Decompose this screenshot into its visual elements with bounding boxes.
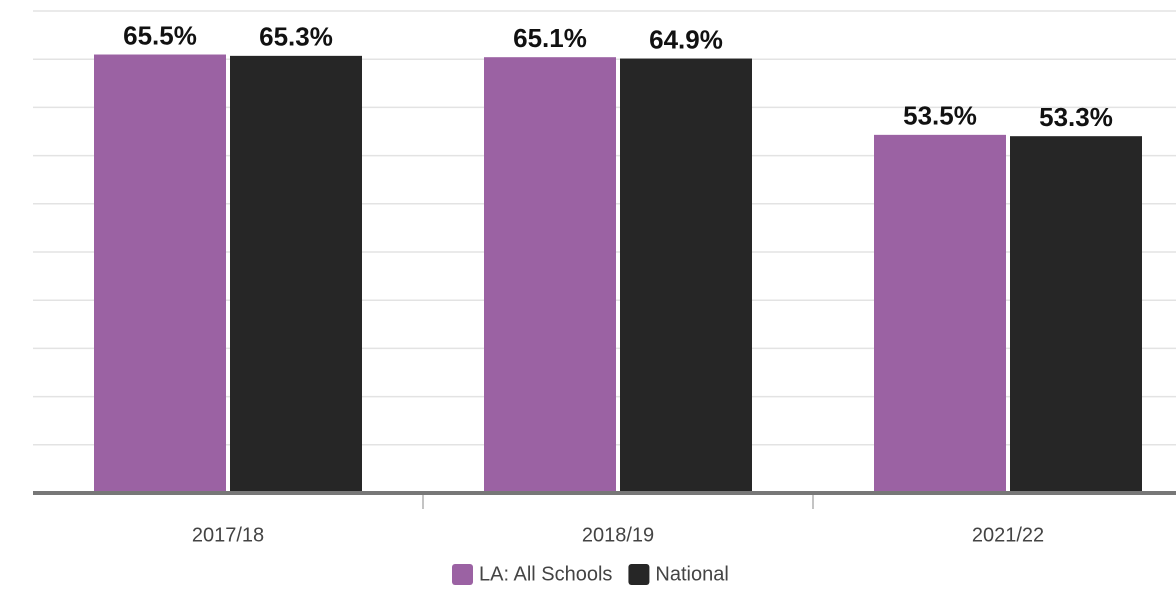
legend-label: National — [655, 563, 728, 585]
bar — [484, 57, 616, 494]
bar — [874, 134, 1006, 493]
value-label: 65.5% — [123, 20, 197, 50]
value-label: 65.1% — [513, 23, 587, 53]
bar — [620, 58, 752, 494]
x-tick-label: 2017/18 — [192, 524, 264, 546]
value-label: 53.3% — [1039, 102, 1113, 132]
bar — [230, 55, 362, 493]
bar — [94, 54, 226, 494]
value-label: 64.9% — [649, 24, 723, 54]
value-label: 53.5% — [903, 101, 977, 131]
value-label: 65.3% — [259, 22, 333, 52]
legend-label: LA: All Schools — [479, 563, 612, 585]
x-tick-label: 2018/19 — [582, 524, 654, 546]
x-tick-label: 2021/22 — [972, 524, 1044, 546]
legend-swatch — [628, 564, 650, 585]
bar — [1010, 136, 1142, 494]
legend-swatch — [452, 564, 473, 585]
